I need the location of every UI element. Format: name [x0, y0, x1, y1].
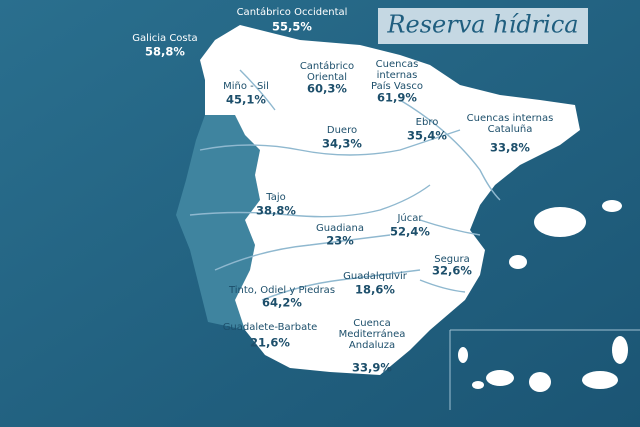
portugal: [176, 115, 260, 330]
basin-name: Cuencas internas: [467, 113, 554, 124]
basin-name: Segura: [434, 254, 469, 265]
basin-value: 34,3%: [322, 137, 362, 151]
basin-name: internas: [377, 70, 418, 81]
basin-name: Miño - Sil: [223, 81, 269, 92]
basin-value: 45,1%: [226, 93, 266, 107]
basin-name: Júcar: [396, 212, 423, 224]
basin-value: 18,6%: [355, 283, 395, 297]
title-box: [378, 8, 588, 44]
basin-value: 60,3%: [307, 82, 347, 96]
basin-value: 21,6%: [250, 336, 290, 350]
basin-name: Mediterránea: [339, 328, 406, 340]
basin-name: Cuencas: [376, 59, 419, 70]
basin-name: Duero: [327, 125, 357, 136]
basin-name: Guadalquivir: [343, 271, 408, 282]
balearics: [509, 200, 622, 269]
basin-name: Andaluza: [349, 340, 395, 351]
basin-name: Guadiana: [316, 223, 364, 234]
basin-name: Tinto, Odiel y Piedras: [228, 285, 335, 296]
basin-value: 38,8%: [256, 204, 296, 218]
basin-name: Ebro: [416, 117, 439, 128]
basin-name: Guadalete-Barbate: [223, 322, 318, 333]
basin-value: 33,9%: [352, 361, 392, 375]
spain: [200, 25, 580, 375]
basin-name: Galicia Costa: [132, 33, 197, 44]
rivers: [189, 69, 501, 301]
basin-name: Cantábrico: [300, 60, 354, 72]
canarias-inset: [449, 329, 640, 410]
basin-value: 52,4%: [390, 225, 430, 239]
basin-name: Cataluña: [488, 124, 533, 135]
basin-name: Tajo: [265, 192, 285, 203]
basin-value: 32,6%: [432, 264, 472, 278]
basin-value: 23%: [326, 234, 354, 248]
map-title: Reserva hídrica: [386, 11, 578, 39]
basin-value: 55,5%: [272, 20, 312, 34]
basin-value: 61,9%: [377, 91, 417, 105]
basin-value: 33,8%: [490, 141, 530, 155]
basin-value: 58,8%: [145, 45, 185, 59]
basin-name: Cantábrico Occidental: [237, 6, 348, 18]
basin-name: País Vasco: [371, 80, 423, 92]
basin-name: Cuenca: [353, 318, 390, 329]
basin-name: Oriental: [307, 72, 347, 83]
basin-value: 35,4%: [407, 129, 447, 143]
basin-value: 64,2%: [262, 296, 302, 310]
